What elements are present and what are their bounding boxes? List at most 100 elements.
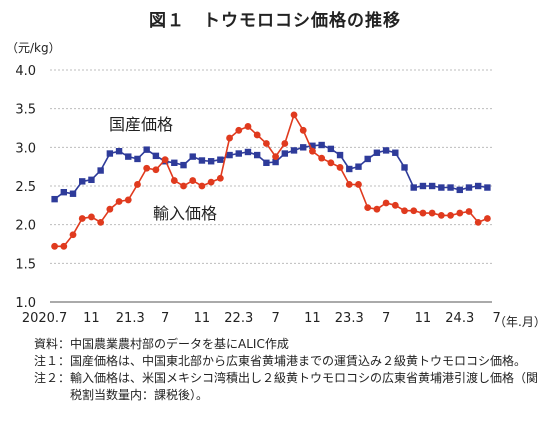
data-point-import xyxy=(391,201,399,209)
data-point-import xyxy=(124,196,132,204)
data-point-import xyxy=(465,208,473,215)
data-point-domestic xyxy=(327,145,335,153)
data-point-domestic xyxy=(134,155,141,163)
x-tick-label: 7 xyxy=(271,311,279,326)
data-point-domestic xyxy=(125,153,132,160)
data-point-import xyxy=(69,231,77,239)
x-tick-label: 7 xyxy=(382,311,390,326)
data-point-domestic xyxy=(217,156,224,163)
data-point-domestic xyxy=(447,184,454,191)
data-point-domestic xyxy=(373,149,381,156)
data-point-domestic xyxy=(309,142,316,149)
data-point-domestic xyxy=(392,149,399,156)
data-point-domestic xyxy=(484,184,491,191)
data-point-import xyxy=(97,218,105,226)
x-tick-label: 7 xyxy=(161,311,169,326)
data-point-import xyxy=(456,209,464,217)
x-tick-label: 11 xyxy=(304,311,321,326)
data-point-import xyxy=(262,140,270,147)
data-point-domestic xyxy=(143,146,150,153)
x-tick-label: 7 xyxy=(492,311,500,326)
x-axis-unit-label: （年.月） xyxy=(494,315,546,329)
data-point-import xyxy=(134,181,141,188)
x-tick-label: 21.3 xyxy=(116,311,145,326)
data-point-import xyxy=(437,211,445,219)
x-tick-label: 11 xyxy=(83,311,100,326)
data-point-domestic xyxy=(253,151,261,159)
note-key: 注１： xyxy=(34,354,71,368)
note-2: 注２： 輸入価格は、米国メキシコ湾積出し２級黄トウモロコシの広東省黄埔港引渡し価… xyxy=(34,370,544,404)
data-point-domestic xyxy=(346,165,353,173)
data-point-import xyxy=(152,166,160,174)
data-point-domestic xyxy=(189,153,196,160)
series-label-import: 輸入価格 xyxy=(153,204,217,223)
note-1: 注１： 国産価格は、中国東北部から広東省黄埔港までの運賃込み２級黄トウモロコシ価… xyxy=(34,353,544,370)
y-tick-label: 1.5 xyxy=(15,257,36,272)
note-key: 資料： xyxy=(34,337,71,351)
data-point-import xyxy=(474,218,482,226)
data-point-import xyxy=(180,182,187,190)
data-point-import xyxy=(244,123,252,130)
notes-block: 資料： 中国農業農村部のデータを基にALIC作成 注１： 国産価格は、中国東北部… xyxy=(34,336,544,404)
data-point-import xyxy=(373,205,381,213)
y-tick-label: 4.0 xyxy=(15,64,36,79)
data-point-import xyxy=(170,177,178,184)
note-text: 中国農業農村部のデータを基にALIC作成 xyxy=(70,337,289,351)
y-tick-label: 3.0 xyxy=(15,141,36,156)
x-tick-label: 11 xyxy=(415,311,432,326)
data-point-domestic xyxy=(456,186,463,194)
data-point-import xyxy=(419,209,427,217)
data-point-domestic xyxy=(364,155,371,163)
data-point-domestic xyxy=(355,163,362,170)
data-point-import xyxy=(364,204,372,212)
data-point-domestic xyxy=(235,150,242,157)
note-key: 注２： xyxy=(34,371,71,385)
data-point-import xyxy=(161,156,169,164)
data-point-domestic xyxy=(382,147,390,154)
data-point-domestic xyxy=(438,184,445,191)
data-point-import xyxy=(226,134,233,142)
data-point-domestic xyxy=(106,150,114,157)
data-point-import xyxy=(189,177,197,184)
chart-title: 図１ トウモロコシ価格の推移 xyxy=(149,11,401,31)
data-point-domestic xyxy=(171,159,178,166)
data-point-domestic xyxy=(180,161,187,169)
data-point-import xyxy=(272,153,280,161)
x-tick-label: 2020.7 xyxy=(22,311,68,326)
y-tick-label: 2.5 xyxy=(15,180,36,195)
data-point-import xyxy=(428,209,436,217)
data-point-import xyxy=(309,147,316,155)
note-text: 輸入価格は、米国メキシコ湾積出し２級黄トウモロコシの広東省黄埔港引渡し価格（関税… xyxy=(70,371,539,402)
data-point-domestic xyxy=(419,182,427,190)
data-point-domestic xyxy=(474,182,482,190)
data-point-import xyxy=(216,174,224,182)
data-point-import xyxy=(60,242,68,250)
data-point-import xyxy=(115,198,123,205)
data-point-import xyxy=(355,181,362,188)
data-point-domestic xyxy=(263,159,270,166)
x-tick-label: 23.3 xyxy=(335,311,364,326)
data-point-import xyxy=(410,207,418,215)
y-axis-unit-label: （元/kg） xyxy=(6,41,61,55)
data-point-import xyxy=(253,131,261,139)
data-point-domestic xyxy=(69,190,77,197)
data-point-domestic xyxy=(79,178,86,185)
data-point-domestic xyxy=(290,147,298,154)
data-point-domestic xyxy=(300,144,307,151)
data-point-domestic xyxy=(115,148,123,155)
data-point-import xyxy=(290,111,298,119)
data-point-import xyxy=(327,159,335,167)
data-point-import xyxy=(447,211,454,219)
data-point-import xyxy=(318,154,326,162)
x-tick-label: 22.3 xyxy=(224,311,253,326)
data-point-domestic xyxy=(60,188,68,196)
note-text: 国産価格は、中国東北部から広東省黄埔港までの運賃込み２級黄トウモロコシ価格。 xyxy=(70,354,527,368)
data-point-domestic xyxy=(244,148,252,156)
data-point-import xyxy=(382,199,390,207)
data-point-import xyxy=(401,207,408,215)
series-label-domestic: 国産価格 xyxy=(109,115,173,134)
data-point-domestic xyxy=(152,152,160,160)
data-point-import xyxy=(336,164,344,171)
data-point-import xyxy=(299,126,307,134)
data-point-import xyxy=(88,213,95,221)
